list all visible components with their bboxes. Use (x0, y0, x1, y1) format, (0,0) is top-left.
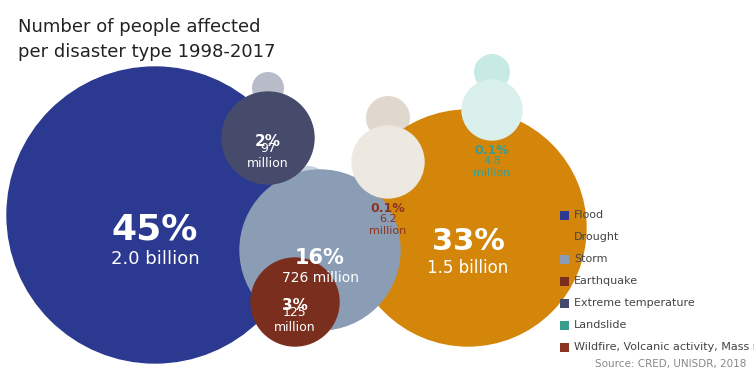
Bar (560, 233, 569, 242)
Text: 0.1%: 0.1% (371, 202, 406, 215)
Text: 6.2
million: 6.2 million (369, 214, 406, 236)
Circle shape (438, 118, 498, 178)
Bar (560, 342, 569, 351)
Text: Drought: Drought (574, 232, 619, 242)
Circle shape (222, 92, 314, 184)
Text: 125
million: 125 million (274, 306, 316, 334)
Circle shape (281, 238, 309, 266)
Text: 2%: 2% (255, 135, 281, 150)
Text: 4.8
million: 4.8 million (474, 156, 510, 178)
Text: Earthquake: Earthquake (574, 276, 638, 286)
Text: Extreme temperature: Extreme temperature (574, 298, 694, 308)
Circle shape (251, 258, 339, 346)
Bar (560, 320, 569, 329)
Circle shape (240, 170, 400, 330)
Text: 45%: 45% (112, 212, 198, 246)
Text: Number of people affected
per disaster type 1998-2017: Number of people affected per disaster t… (18, 18, 275, 61)
Circle shape (462, 80, 522, 140)
Text: 33%: 33% (431, 227, 504, 256)
Text: 1.5 billion: 1.5 billion (428, 259, 509, 277)
Text: 726 million: 726 million (281, 271, 358, 285)
Text: 97
million: 97 million (247, 142, 289, 170)
Circle shape (7, 67, 303, 363)
Bar (560, 210, 569, 219)
Circle shape (474, 54, 510, 90)
Text: 16%: 16% (295, 248, 345, 268)
Text: 2.0 billion: 2.0 billion (111, 250, 199, 268)
Bar (560, 276, 569, 285)
Text: Flood: Flood (574, 210, 604, 220)
Circle shape (252, 72, 284, 104)
Circle shape (352, 126, 424, 198)
Text: Landslide: Landslide (574, 320, 627, 330)
Bar (560, 254, 569, 264)
Circle shape (117, 92, 193, 168)
Text: Storm: Storm (574, 254, 608, 264)
Text: 3%: 3% (282, 299, 308, 314)
Text: Wildfire, Volcanic activity, Mass movement (dry): Wildfire, Volcanic activity, Mass moveme… (574, 342, 754, 352)
Circle shape (350, 110, 586, 346)
Circle shape (366, 96, 410, 140)
Bar (560, 299, 569, 308)
Text: 0.1%: 0.1% (474, 144, 510, 157)
Text: Source: CRED, UNISDR, 2018: Source: CRED, UNISDR, 2018 (595, 359, 746, 369)
Circle shape (286, 166, 330, 210)
